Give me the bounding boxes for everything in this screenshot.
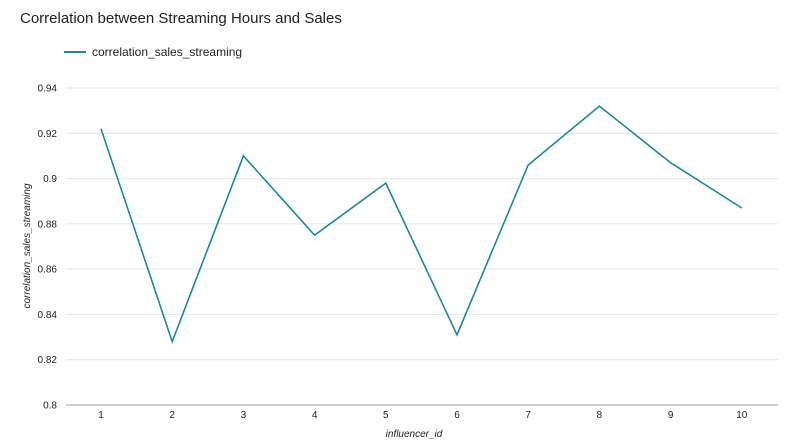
x-tick-label: 5	[383, 410, 389, 421]
x-tick-label: 6	[454, 410, 460, 421]
chart-title: Correlation between Streaming Hours and …	[20, 10, 342, 27]
x-tick-label: 7	[525, 410, 531, 421]
x-tick-label: 1	[98, 410, 104, 421]
y-tick-label: 0.82	[38, 355, 58, 366]
y-tick-label: 0.88	[38, 219, 58, 230]
x-tick-label: 9	[668, 410, 674, 421]
y-tick-label: 0.92	[38, 129, 58, 140]
x-tick-label: 4	[312, 410, 318, 421]
x-axis-title: influencer_id	[386, 429, 443, 440]
series-line	[100, 105, 743, 344]
y-axis-title: correlation_sales_streaming	[22, 183, 33, 309]
x-axis-ticks: 1 2 3 4 5 6 7 8 9 10	[98, 410, 748, 421]
legend-line-swatch	[64, 51, 86, 53]
y-axis-ticks: 0.8 0.82 0.84 0.86 0.88 0.9 0.92 0.94	[38, 84, 58, 412]
y-tick-label: 0.86	[38, 265, 58, 276]
y-tick-label: 0.94	[38, 84, 58, 95]
y-tick-label: 0.9	[43, 174, 57, 185]
legend-label: correlation_sales_streaming	[92, 45, 243, 59]
x-tick-label: 3	[241, 410, 247, 421]
x-tick-label: 10	[736, 410, 748, 421]
series-layer	[100, 105, 743, 344]
y-tick-label: 0.84	[38, 310, 58, 321]
legend[interactable]: correlation_sales_streaming	[64, 45, 242, 59]
x-tick-label: 8	[597, 410, 603, 421]
y-tick-label: 0.8	[43, 401, 57, 412]
x-tick-label: 2	[169, 410, 175, 421]
gridlines	[66, 87, 778, 361]
